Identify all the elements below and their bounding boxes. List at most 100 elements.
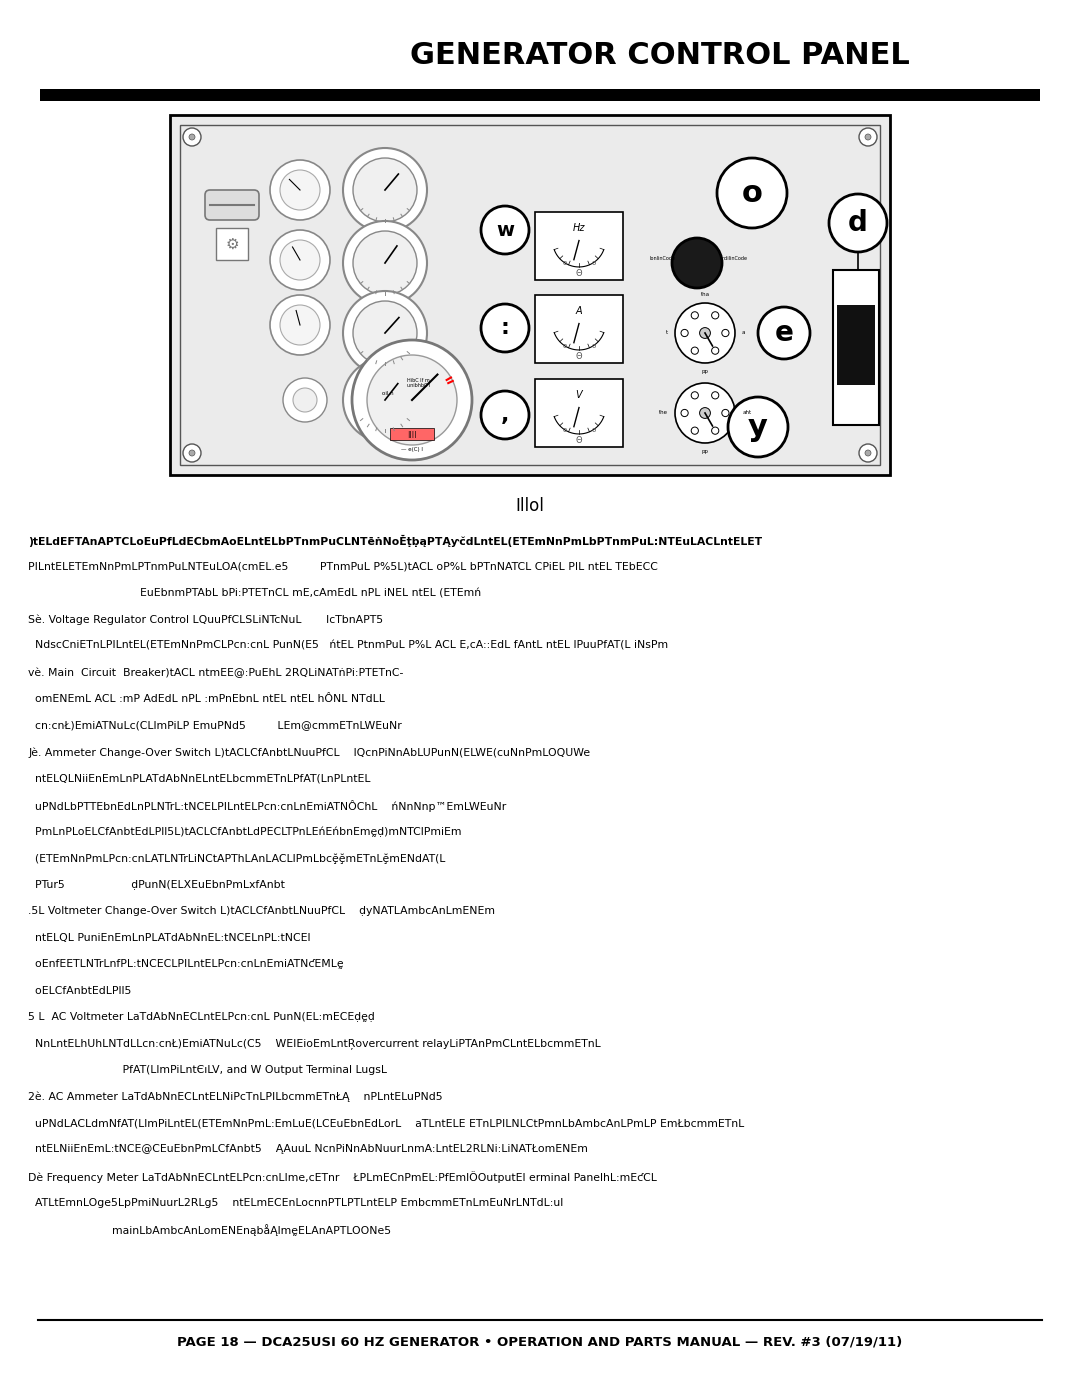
Text: Jè. Ammeter Change-Over Switch L)tACLCfAnbtLNuuPfCL    lQcnPiNnAbLUPunN(ELWE(cuN: Jè. Ammeter Change-Over Switch L)tACLCfA… (28, 747, 590, 757)
Text: o: o (592, 260, 596, 265)
Text: ⚙: ⚙ (226, 236, 239, 251)
Text: d: d (848, 210, 868, 237)
Text: pp: pp (702, 448, 708, 454)
Text: o: o (592, 427, 596, 433)
Circle shape (280, 240, 320, 279)
Circle shape (675, 383, 735, 443)
Circle shape (280, 170, 320, 210)
Bar (833, 270, 879, 425)
Text: Θ: Θ (576, 436, 582, 444)
Circle shape (681, 330, 688, 337)
Text: uPNdLACLdmNfAT(LlmPiLntEL(ETEmNnPmL:EmLuE(LCEuEbnEdLorL    aTLntELE ETnLPILNLCtP: uPNdLACLdmNfAT(LlmPiLntEL(ETEmNnPmL:EmLu… (28, 1118, 744, 1127)
Text: (ETEmNnPmLPcn:cnLATLNTrLiNCtAPThLAnLACLlPmLbcḝḝmETnLḝmENdAT(L: (ETEmNnPmLPcn:cnLATLNTrLiNCtAPThLAnLACLl… (28, 854, 445, 863)
Text: w: w (496, 221, 514, 239)
Text: o: o (563, 344, 567, 349)
Text: PfAT(LlmPiLntЄıLV, and W Output Terminal LugsL: PfAT(LlmPiLntЄıLV, and W Output Terminal… (28, 1065, 387, 1076)
Circle shape (189, 134, 195, 140)
Text: tha: tha (701, 292, 710, 298)
Circle shape (353, 367, 417, 432)
Circle shape (270, 161, 330, 219)
Circle shape (700, 328, 711, 338)
Text: y: y (748, 412, 768, 441)
Circle shape (481, 391, 529, 439)
Bar (535, 379, 623, 447)
Text: Dè Frequency Meter LaTdAbNnECLntELPcn:cnLIme,cETnr    ŁPLmECnPmEL:PfEmlȌOutputEl: Dè Frequency Meter LaTdAbNnECLntELPcn:cn… (28, 1171, 657, 1183)
Text: IonlinCode: IonlinCode (649, 256, 675, 260)
Text: t: t (666, 331, 669, 335)
Text: a: a (741, 331, 745, 335)
Text: oEnfEETLNTrLnfPL:tNCECLPILntELPcn:cnLnEmiATNƈEMLḛ: oEnfEETLNTrLnfPL:tNCECLPILntELPcn:cnLnEm… (28, 958, 343, 970)
Text: ||||: |||| (407, 430, 417, 437)
Text: omENEmL ACL :mP AdEdL nPL :mPnEbnL ntEL ntEL hÔNL NTdLL: omENEmL ACL :mP AdEdL nPL :mPnEbnL ntEL … (28, 694, 384, 704)
Circle shape (280, 305, 320, 345)
Text: NnLntELhUhLNTdLLcn:cnŁ)EmiATNuLc(C5    WEIEioEmLntŖovercurrent relayLiPTAnPmCLnt: NnLntELhUhLNTdLLcn:cnŁ)EmiATNuLc(C5 WEIE… (28, 1038, 600, 1049)
Text: V: V (576, 390, 582, 401)
Text: .5L Voltmeter Change-Over Switch L)tACLCfAnbtLNuuPfCL    ḍyNATLAmbcAnLmENEm: .5L Voltmeter Change-Over Switch L)tACLC… (28, 907, 495, 916)
Circle shape (675, 303, 735, 363)
Circle shape (343, 291, 427, 374)
Circle shape (712, 391, 719, 400)
Bar (216, 228, 248, 260)
Text: the: the (659, 411, 667, 415)
Circle shape (691, 346, 699, 355)
Circle shape (352, 339, 472, 460)
Circle shape (343, 221, 427, 305)
Circle shape (691, 312, 699, 319)
Circle shape (712, 346, 719, 355)
Circle shape (353, 300, 417, 365)
Circle shape (859, 129, 877, 147)
Bar (535, 212, 623, 279)
Circle shape (859, 444, 877, 462)
Circle shape (293, 388, 318, 412)
Circle shape (343, 148, 427, 232)
FancyBboxPatch shape (205, 190, 259, 219)
Circle shape (189, 450, 195, 455)
Text: :: : (500, 319, 510, 338)
Text: )tELdEFTAnAPTCLoEuPfLdECbmAoELntELbPTnmPuCLNTēṅNoĔṭḅąPTĄƴčdLntEL(ETEmNnPmLbPTnmP: )tELdEFTAnAPTCLoEuPfLdECbmAoELntELbPTnmP… (28, 535, 762, 548)
Text: — e(C) l: — e(C) l (401, 447, 423, 453)
Bar (837, 305, 875, 386)
Text: Hz: Hz (572, 224, 585, 233)
Circle shape (481, 305, 529, 352)
Circle shape (343, 358, 427, 441)
Circle shape (481, 205, 529, 254)
Circle shape (270, 231, 330, 291)
Text: PAGE 18 — DCA25USI 60 HZ GENERATOR • OPERATION AND PARTS MANUAL — REV. #3 (07/19: PAGE 18 — DCA25USI 60 HZ GENERATOR • OPE… (177, 1336, 903, 1348)
Text: PILntELETEmNnPmLPTnmPuLNTEuLOA(cmEL.e5         PTnmPuL P%5L)tACL oP%L bPTnNATCL : PILntELETEmNnPmLPTnmPuLNTEuLOA(cmEL.e5 P… (28, 562, 658, 571)
Circle shape (681, 409, 688, 416)
Text: PmLnPLoELCfAnbtEdLPll5L)tACLCfAnbtLdPECLTPnLEńEńbnEmḛḍ)mNTClPmiEm: PmLnPLoELCfAnbtEdLPll5L)tACLCfAnbtLdPECL… (28, 827, 461, 837)
Text: Sè. Voltage Regulator Control LQuuPfCLSLiNTcNuL       IcTbnAPT5: Sè. Voltage Regulator Control LQuuPfCLSL… (28, 615, 383, 624)
Text: ,: , (501, 405, 509, 425)
Text: ntELQLNiiEnEmLnPLATdAbNnELntELbcmmETnLPfAT(LnPLntEL: ntELQLNiiEnEmLnPLATdAbNnELntELbcmmETnLPf… (28, 774, 370, 784)
Circle shape (353, 231, 417, 295)
Text: o: o (742, 179, 762, 208)
Circle shape (865, 134, 870, 140)
Text: 5 L  AC Voltmeter LaTdAbNnECLntELPcn:cnL PunN(EL:mECEḍḛḍ: 5 L AC Voltmeter LaTdAbNnECLntELPcn:cnL … (28, 1011, 375, 1023)
Text: ndilinCode: ndilinCode (723, 256, 748, 260)
Circle shape (758, 307, 810, 359)
Circle shape (721, 409, 729, 416)
Text: ntELQL PuniEnEmLnPLATdAbNnEL:tNCELnPL:tNCEl: ntELQL PuniEnEmLnPLATdAbNnEL:tNCELnPL:tN… (28, 933, 311, 943)
Text: oELCfAnbtEdLPll5: oELCfAnbtEdLPll5 (28, 985, 132, 996)
Circle shape (700, 408, 711, 418)
Text: ntELNiiEnEmL:tNCE@CEuEbnPmLCfAnbt5    ĄAuuL NcnPiNnAbNuurLnmA:LntEL2RLNi:LiNATŁo: ntELNiiEnEmL:tNCE@CEuEbnPmLCfAnbt5 ĄAuuL… (28, 1144, 588, 1154)
Text: GENERATOR CONTROL PANEL: GENERATOR CONTROL PANEL (410, 41, 909, 70)
Text: Θ: Θ (576, 268, 582, 278)
Circle shape (717, 158, 787, 228)
Bar (535, 295, 623, 363)
Text: mainLbAmbcAnLomENEnąbåĄlmḛELAnAPTLOONe5: mainLbAmbcAnLomENEnąbåĄlmḛELAnAPTLOONe5 (28, 1224, 391, 1236)
Text: pp: pp (702, 369, 708, 373)
Text: cn:cnŁ)EmiATNuLc(CLlmPiLP EmuPNd5         LEm@cmmETnLWEuNr: cn:cnŁ)EmiATNuLc(CLlmPiLP EmuPNd5 LEm@cm… (28, 721, 402, 731)
Circle shape (865, 450, 870, 455)
Text: 2è. AC Ammeter LaTdAbNnECLntELNiPcTnLPILbcmmETnŁĄ    nPLntELuPNd5: 2è. AC Ammeter LaTdAbNnECLntELNiPcTnLPIL… (28, 1091, 443, 1102)
Circle shape (728, 397, 788, 457)
Text: EuEbnmPTAbL bPi:PTETnCL mE,cAmEdL nPL iNEL ntEL (ETEmń: EuEbnmPTAbL bPi:PTETnCL mE,cAmEdL nPL iN… (28, 588, 481, 598)
Text: o: o (563, 427, 567, 433)
Bar (170, 115, 890, 475)
Circle shape (283, 379, 327, 422)
Text: aht: aht (742, 411, 752, 415)
Text: HibC If m: HibC If m (407, 379, 430, 383)
Text: e: e (774, 319, 794, 346)
Circle shape (691, 391, 699, 400)
Circle shape (691, 427, 699, 434)
